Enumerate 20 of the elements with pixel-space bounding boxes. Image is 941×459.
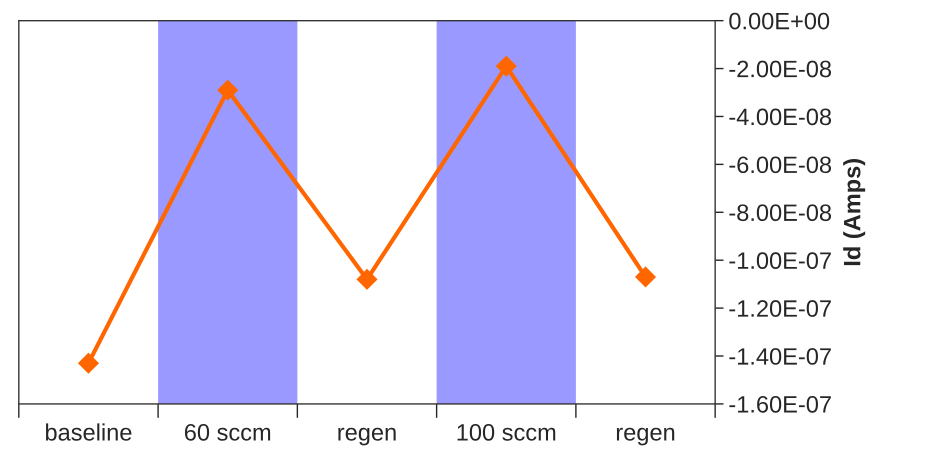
y-tick-label: -1.60E-07 (729, 396, 831, 413)
x-tick-label: 60 sccm (184, 424, 270, 441)
y-tick-label: -6.00E-08 (729, 156, 832, 174)
y-tick-label: -1.20E-07 (729, 300, 831, 317)
x-tick-label: regen (338, 428, 396, 446)
point (217, 80, 238, 100)
x-tick-label: baseline (46, 423, 132, 441)
y-tick-label: -1.40E-07 (729, 348, 831, 365)
y-tick-label: -4.00E-08 (729, 108, 832, 126)
point (496, 56, 517, 77)
y-axis-title: Id (Amps) (843, 159, 866, 266)
y-tick-label: -1.00E-07 (729, 252, 831, 269)
x-tick-label: regen (616, 428, 674, 446)
point (78, 352, 99, 374)
y-tick-label: 0.00E+00 (729, 12, 830, 30)
point (635, 266, 656, 288)
y-tick-label: -2.00E-08 (729, 60, 832, 78)
y-tick-label: -8.00E-08 (729, 204, 832, 222)
point (356, 269, 378, 290)
x-tick-label: 100 sccm (458, 424, 556, 441)
